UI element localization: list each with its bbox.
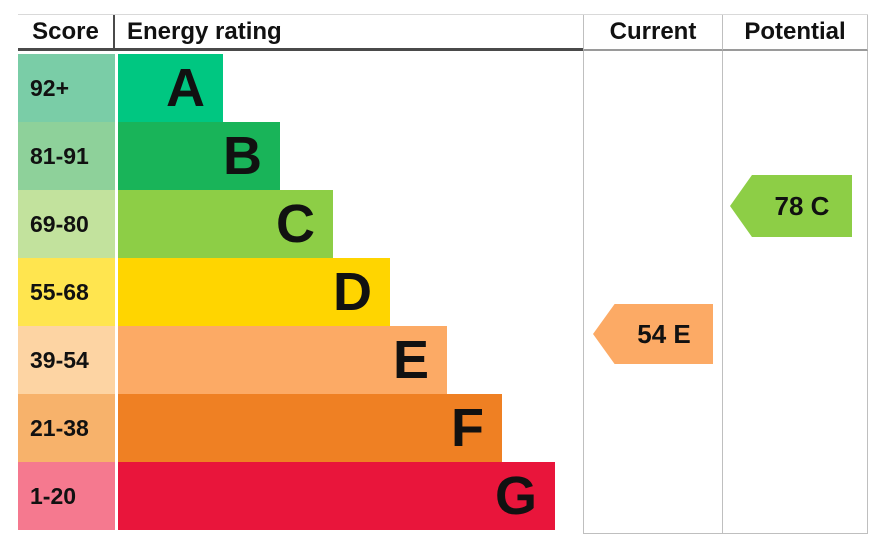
potential-column: 78 C (722, 51, 868, 534)
potential-rating-arrow: 78 C (730, 175, 852, 237)
band-row-f: 21-38 F (18, 394, 555, 462)
score-cell-f: 21-38 (18, 394, 115, 462)
current-rating-arrow: 54 E (593, 304, 713, 364)
chart-body: 92+ A 81-91 B 69-80 C 55-68 D 39-54 E 21-38 F 1-20 G … (18, 51, 868, 534)
current-column: 54 E (583, 51, 722, 534)
band-bar-f: F (118, 394, 502, 462)
score-cell-g: 1-20 (18, 462, 115, 530)
band-row-a: 92+ A (18, 54, 555, 122)
header-row: Score Energy rating Current Potential (18, 15, 868, 51)
band-row-d: 55-68 D (18, 258, 555, 326)
potential-rating-label: 78 C (774, 190, 830, 221)
band-row-e: 39-54 E (18, 326, 555, 394)
band-bar-a: A (118, 54, 223, 122)
current-rating-label: 54 E (637, 318, 691, 349)
band-bar-b: B (118, 122, 280, 190)
band-bar-d: D (118, 258, 390, 326)
score-cell-c: 69-80 (18, 190, 115, 258)
col-header-current: Current (583, 15, 722, 51)
score-cell-d: 55-68 (18, 258, 115, 326)
band-bar-g: G (118, 462, 555, 530)
band-bar-e: E (118, 326, 447, 394)
col-header-score: Score (18, 15, 115, 51)
bands-area: 92+ A 81-91 B 69-80 C 55-68 D 39-54 E 21-38 F 1-20 G (18, 54, 555, 530)
band-row-c: 69-80 C (18, 190, 555, 258)
col-header-energy-rating: Energy rating (115, 15, 583, 51)
band-bar-c: C (118, 190, 333, 258)
epc-rating-chart: Score Energy rating Current Potential 92… (18, 14, 868, 534)
score-cell-e: 39-54 (18, 326, 115, 394)
band-row-b: 81-91 B (18, 122, 555, 190)
score-cell-a: 92+ (18, 54, 115, 122)
col-header-potential: Potential (722, 15, 868, 51)
score-cell-b: 81-91 (18, 122, 115, 190)
band-row-g: 1-20 G (18, 462, 555, 530)
